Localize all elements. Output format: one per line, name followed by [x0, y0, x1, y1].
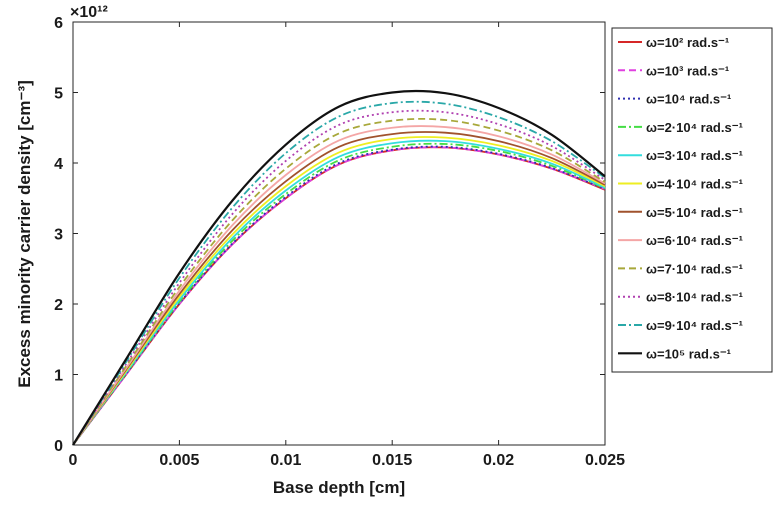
x-axis: 0 0.005 0.01 0.015 0.02 0.025: [69, 22, 625, 469]
y-tick-label: 3: [54, 227, 63, 244]
series-line-10: [72, 109, 606, 446]
x-tick-label: 0: [69, 452, 78, 469]
legend-label-2: ω=10³ rad.s⁻¹: [646, 63, 729, 78]
y-axis-label: Excess minority carrier density [cm⁻³]: [15, 80, 34, 388]
y-tick-label: 1: [54, 368, 63, 385]
legend-label-1: ω=10² rad.s⁻¹: [646, 35, 729, 50]
y-tick-label: 4: [54, 156, 63, 173]
legend-label-10: ω=8·10⁴ rad.s⁻¹: [646, 290, 743, 305]
y-tick-label: 0: [54, 438, 63, 455]
x-tick-label: 0.01: [270, 452, 301, 469]
series-line-2: [72, 146, 606, 446]
legend-label-12: ω=10⁵ rad.s⁻¹: [646, 346, 731, 361]
x-axis-label: Base depth [cm]: [273, 478, 405, 497]
series-line-12: [72, 89, 606, 446]
legend-label-4: ω=2·10⁴ rad.s⁻¹: [646, 120, 743, 135]
x-tick-label: 0.02: [483, 452, 514, 469]
series-line-9: [72, 117, 606, 446]
y-tick-label: 5: [54, 86, 63, 103]
legend-label-8: ω=6·10⁴ rad.s⁻¹: [646, 233, 743, 248]
series-line-11: [72, 100, 606, 446]
series-line-6: [72, 136, 606, 446]
series-line-8: [72, 125, 606, 446]
legend: ω=10² rad.s⁻¹ ω=10³ rad.s⁻¹ ω=10⁴ rad.s⁻¹ ω…: [611, 27, 773, 373]
y-tick-label: 6: [54, 15, 63, 32]
x-tick-label: 0.015: [372, 452, 412, 469]
legend-label-9: ω=7·10⁴ rad.s⁻¹: [646, 261, 743, 276]
legend-label-7: ω=5·10⁴ rad.s⁻¹: [646, 205, 743, 220]
legend-label-6: ω=4·10⁴ rad.s⁻¹: [646, 177, 743, 192]
x-tick-label: 0.025: [585, 452, 625, 469]
legend-box: [611, 27, 773, 373]
legend-label-5: ω=3·10⁴ rad.s⁻¹: [646, 148, 743, 163]
legend-label-3: ω=10⁴ rad.s⁻¹: [646, 92, 731, 107]
y-axis: 0 1 2 3 4 5 6: [54, 15, 605, 455]
series-line-5: [72, 139, 606, 446]
y-multiplier: ×10¹²: [70, 4, 108, 21]
x-tick-label: 0.005: [159, 452, 199, 469]
y-tick-label: 2: [54, 297, 63, 314]
plot-area: [72, 21, 606, 446]
series-line-7: [72, 131, 606, 446]
legend-label-11: ω=9·10⁴ rad.s⁻¹: [646, 318, 743, 333]
series-lines: [72, 89, 606, 446]
